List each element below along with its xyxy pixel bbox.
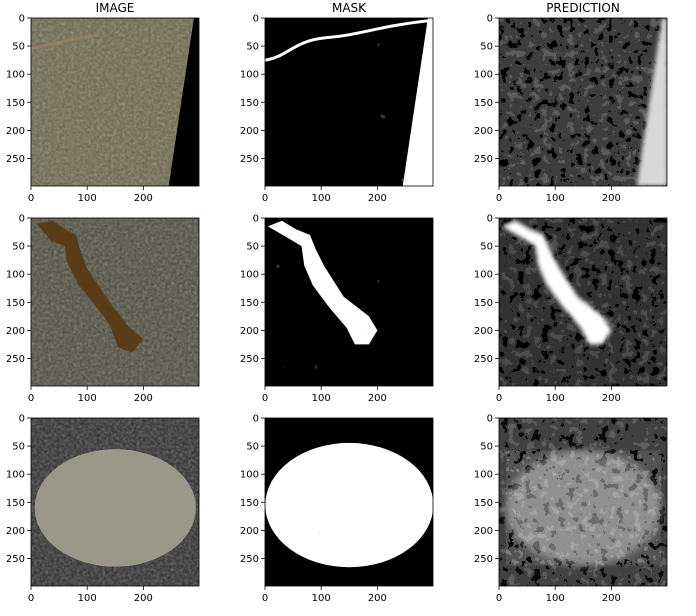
y-tick-label: 250 (474, 354, 493, 365)
prediction-wedge (636, 18, 667, 186)
y-tick-label: 200 (240, 326, 259, 337)
y-tick-label: 100 (240, 270, 259, 281)
y-tick-label: 0 (487, 214, 493, 225)
y-tick-label: 150 (6, 298, 25, 309)
panel-prediction-row-3: 0 100 200 0 50 100 150 200 250 (474, 414, 668, 604)
panel-prediction-row-1: 0 100 200 0 50 100 150 200 250 (474, 14, 668, 204)
y-tick-label: 200 (240, 126, 259, 137)
column-title-image: IMAGE (96, 1, 135, 15)
y-tick-label: 250 (240, 554, 259, 565)
x-tick-label: 100 (546, 193, 565, 204)
x-tick-label: 100 (78, 393, 97, 404)
y-tick-label: 0 (19, 214, 25, 225)
x-tick-label: 0 (496, 593, 502, 604)
panel-mask-row-1: 0 100 200 0 50 100 150 200 250 (240, 14, 434, 204)
x-tick-label: 100 (312, 593, 331, 604)
y-tick-label: 200 (6, 526, 25, 537)
y-tick-label: 50 (480, 242, 493, 253)
x-tick-label: 100 (312, 193, 331, 204)
y-tick-label: 150 (474, 98, 493, 109)
y-tick-label: 200 (474, 126, 493, 137)
y-tick-label: 50 (12, 242, 25, 253)
lake-region (36, 220, 144, 353)
y-tick-label: 100 (474, 470, 493, 481)
x-tick-label: 200 (602, 393, 621, 404)
x-tick-label: 200 (134, 193, 153, 204)
y-tick-label: 100 (240, 70, 259, 81)
x-tick-label: 100 (312, 393, 331, 404)
y-tick-label: 150 (6, 498, 25, 509)
x-tick-label: 0 (496, 393, 502, 404)
panel-prediction-row-2: 0 100 200 0 50 100 150 200 250 (474, 214, 668, 404)
x-tick-label: 0 (28, 393, 34, 404)
panel-mask-row-2: 0 100 200 0 50 100 150 200 250 (240, 214, 434, 404)
y-tick-label: 0 (19, 414, 25, 425)
x-tick-label: 200 (134, 593, 153, 604)
y-tick-label: 200 (6, 126, 25, 137)
x-tick-label: 0 (28, 593, 34, 604)
x-tick-label: 0 (28, 193, 34, 204)
prediction-lake (501, 220, 612, 345)
column-title-prediction: PREDICTION (546, 1, 620, 15)
y-tick-label: 200 (6, 326, 25, 337)
x-tick-label: 100 (546, 393, 565, 404)
x-tick-label: 100 (78, 193, 97, 204)
y-tick-label: 200 (474, 526, 493, 537)
y-tick-label: 200 (240, 526, 259, 537)
y-tick-label: 100 (474, 270, 493, 281)
y-tick-label: 100 (240, 470, 259, 481)
y-tick-label: 250 (474, 554, 493, 565)
y-tick-label: 50 (480, 42, 493, 53)
y-tick-label: 100 (474, 70, 493, 81)
x-tick-label: 100 (78, 593, 97, 604)
panel-image-row-2: 0 100 200 0 50 100 150 200 250 (6, 214, 200, 404)
y-tick-label: 200 (474, 326, 493, 337)
y-tick-label: 100 (6, 70, 25, 81)
x-tick-label: 200 (368, 193, 387, 204)
y-tick-label: 250 (474, 154, 493, 165)
y-tick-label: 150 (6, 98, 25, 109)
x-tick-label: 0 (496, 193, 502, 204)
x-tick-label: 100 (546, 593, 565, 604)
no-data-wedge (168, 18, 199, 186)
y-tick-label: 50 (246, 42, 259, 53)
x-tick-label: 200 (602, 193, 621, 204)
y-tick-label: 50 (12, 442, 25, 453)
y-tick-label: 50 (12, 42, 25, 53)
y-tick-label: 50 (246, 242, 259, 253)
y-tick-label: 250 (6, 354, 25, 365)
x-tick-label: 0 (262, 593, 268, 604)
y-tick-label: 150 (474, 298, 493, 309)
y-tick-label: 150 (240, 498, 259, 509)
x-tick-label: 200 (134, 393, 153, 404)
x-tick-label: 200 (368, 393, 387, 404)
y-tick-label: 0 (19, 14, 25, 25)
y-tick-label: 250 (6, 154, 25, 165)
panel-image-row-1: 0 100 200 0 50 100 150 200 250 (6, 14, 200, 204)
y-tick-label: 0 (253, 414, 259, 425)
y-tick-label: 0 (487, 14, 493, 25)
x-tick-label: 0 (262, 393, 268, 404)
x-tick-label: 0 (262, 193, 268, 204)
y-tick-label: 50 (246, 442, 259, 453)
y-tick-label: 0 (487, 414, 493, 425)
y-tick-label: 0 (253, 14, 259, 25)
column-title-mask: MASK (332, 1, 367, 15)
y-tick-label: 250 (240, 354, 259, 365)
oval-lake-region (34, 449, 196, 567)
panel-image-row-3: 0 100 200 0 50 100 150 200 250 (6, 414, 200, 604)
y-tick-label: 150 (240, 298, 259, 309)
y-tick-label: 100 (6, 270, 25, 281)
y-tick-label: 150 (240, 98, 259, 109)
y-tick-label: 250 (240, 154, 259, 165)
y-tick-label: 0 (253, 214, 259, 225)
y-tick-label: 250 (6, 554, 25, 565)
panel-mask-row-3: 0 100 200 0 50 100 150 200 250 (240, 414, 434, 604)
x-tick-label: 200 (368, 593, 387, 604)
x-tick-label: 200 (602, 593, 621, 604)
y-tick-label: 50 (480, 442, 493, 453)
y-tick-label: 150 (474, 498, 493, 509)
y-tick-label: 100 (6, 470, 25, 481)
